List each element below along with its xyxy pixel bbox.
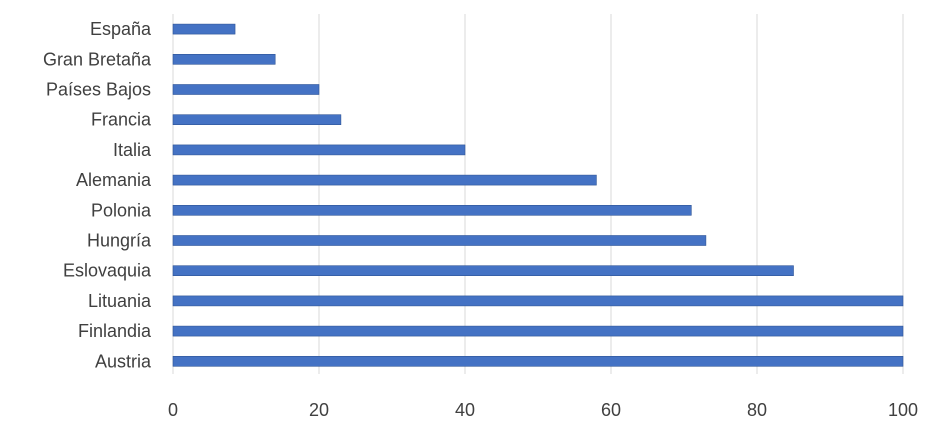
- x-tick-label: 100: [888, 400, 918, 420]
- bar: [172, 53, 276, 65]
- x-tick-label: 80: [747, 400, 767, 420]
- x-tick-label: 20: [309, 400, 329, 420]
- bar: [172, 325, 904, 337]
- x-tick-labels: 0 20 40 60 80 100: [168, 400, 918, 420]
- category-label: Países Bajos: [46, 80, 151, 100]
- category-label: Finlandia: [78, 321, 152, 341]
- bar: [172, 114, 342, 125]
- bar: [172, 235, 707, 246]
- gridlines: [172, 14, 904, 374]
- category-labels: España Gran Bretaña Países Bajos Francia Ita…: [43, 19, 152, 371]
- category-label: Hungría: [87, 231, 152, 251]
- bar: [172, 205, 692, 216]
- category-label: Francia: [91, 110, 152, 130]
- x-tick-label: 60: [601, 400, 621, 420]
- category-label: España: [90, 19, 152, 39]
- x-tick-label: 40: [455, 400, 475, 420]
- bar: [172, 174, 597, 186]
- category-label: Lituania: [88, 291, 152, 311]
- category-label: Eslovaquia: [63, 261, 152, 281]
- bar: [172, 144, 466, 156]
- bars: [172, 23, 904, 367]
- bar: [172, 265, 794, 277]
- category-label: Alemania: [76, 170, 152, 190]
- category-label: Italia: [113, 140, 152, 160]
- bar: [172, 84, 320, 95]
- bar: [172, 355, 904, 367]
- category-label: Gran Bretaña: [43, 49, 152, 69]
- bar: [172, 295, 904, 307]
- category-label: Polonia: [91, 200, 152, 220]
- bar: [172, 23, 236, 35]
- x-tick-label: 0: [168, 400, 178, 420]
- category-label: Austria: [95, 351, 152, 371]
